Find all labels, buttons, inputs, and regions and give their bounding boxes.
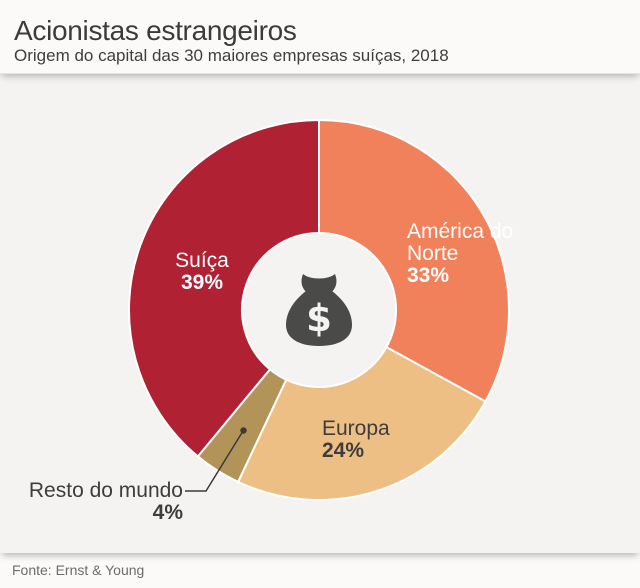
- segment-name: Resto do mundo: [28, 479, 183, 502]
- label-america-do-norte: América do Norte 33%: [407, 221, 539, 287]
- segment-percent: 4%: [152, 501, 183, 524]
- money-bag-icon: $: [286, 274, 352, 346]
- segment-percent: 24%: [322, 439, 365, 462]
- donut-chart: $: [128, 119, 510, 501]
- label-europa: Europa 24%: [322, 418, 442, 462]
- source-text: Fonte: Ernst & Young: [12, 562, 145, 578]
- money-bag-body: [286, 291, 352, 346]
- dollar-sign: $: [306, 297, 332, 340]
- label-suica: Suíça 39%: [142, 250, 262, 294]
- page-title: Acionistas estrangeiros: [14, 15, 297, 46]
- segment-name: Europa: [322, 417, 390, 440]
- header: Acionistas estrangeiros Origem do capita…: [0, 0, 640, 74]
- donut-segment-américa-do-norte: [318, 119, 510, 403]
- donut-segment-europa: [237, 346, 487, 501]
- segment-percent: 33%: [407, 264, 450, 287]
- segment-name: Suíça: [175, 249, 229, 272]
- page-subtitle: Origem do capital das 30 maiores empresa…: [14, 46, 449, 65]
- segment-percent: 39%: [180, 271, 224, 294]
- donut-segment-suíça: [128, 119, 320, 458]
- leader-line: [185, 430, 244, 492]
- label-resto-do-mundo: Resto do mundo 4%: [21, 480, 183, 524]
- footer: Fonte: Ernst & Young: [0, 553, 640, 588]
- segment-name: América do Norte: [407, 220, 514, 265]
- chart-area: $ América do Norte 33% Europa 24% Resto …: [0, 73, 640, 553]
- leader-dot: [240, 427, 247, 434]
- donut-segments: [128, 119, 510, 501]
- leader-line-group: [185, 427, 247, 492]
- money-bag-knot: [301, 274, 337, 293]
